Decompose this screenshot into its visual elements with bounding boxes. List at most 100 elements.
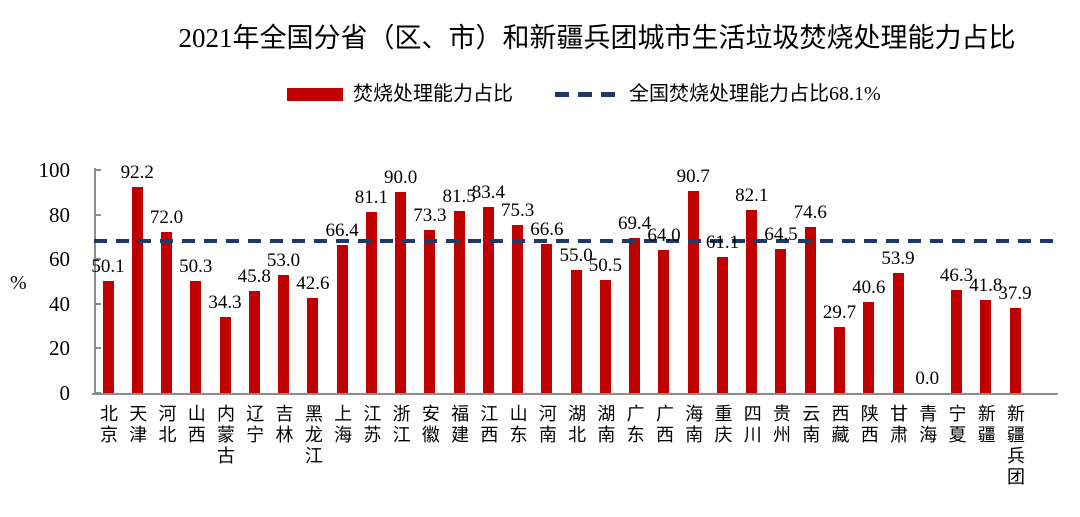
x-axis-label: 天津 <box>127 404 148 446</box>
legend: 焚烧处理能力占比 全国焚烧处理能力占比68.1% <box>287 82 881 106</box>
bar-value-label: 83.4 <box>471 182 505 204</box>
bar-value-label: 29.7 <box>822 301 857 323</box>
bar <box>102 281 114 393</box>
x-axis-label: 北京 <box>98 404 118 446</box>
plot-area: 50.1 92.2 72.0 50.3 34.3 45.8 53.0 42.6 66.4 81.1… <box>91 162 1057 394</box>
bar <box>570 270 582 393</box>
bar-value-label: 50.1 <box>91 256 125 278</box>
y-axis-line <box>94 168 96 395</box>
bar-value-label: 82.1 <box>735 184 769 206</box>
bar <box>161 232 173 393</box>
x-axis-label: 江苏 <box>361 404 382 446</box>
bar <box>980 299 992 393</box>
bar-value-label: 42.6 <box>296 273 330 295</box>
y-axis-unit-label: % <box>10 272 27 294</box>
x-axis-label: 湖北 <box>566 404 587 446</box>
bar-value-label: 90.0 <box>383 167 418 189</box>
bar <box>424 229 436 393</box>
bar <box>482 207 494 393</box>
y-axis-tick-mark <box>94 302 101 305</box>
bar <box>395 192 407 393</box>
y-axis-tick-mark <box>94 169 101 171</box>
x-axis-label: 湖南 <box>595 404 616 446</box>
x-axis-label: 新疆 <box>975 404 996 446</box>
y-axis-tick-mark <box>94 347 101 350</box>
bar <box>307 298 319 393</box>
bar <box>892 272 904 393</box>
bar-value-label: 37.9 <box>998 283 1032 305</box>
bar <box>512 225 524 393</box>
bar-value-label: 34.3 <box>208 291 242 313</box>
legend-line-swatch <box>555 91 619 97</box>
chart-title: 2021年全国分省（区、市）和新疆兵团城市生活垃圾焚烧处理能力占比 <box>178 23 1016 53</box>
x-axis-label: 青海 <box>917 404 938 446</box>
legend-bar-label: 焚烧处理能力占比 <box>353 83 513 105</box>
bar <box>190 280 202 393</box>
bar-value-label: 90.7 <box>676 165 710 187</box>
x-axis-label: 陕西 <box>858 404 879 446</box>
bar <box>834 326 845 393</box>
bar <box>278 274 290 393</box>
x-axis-label: 四川 <box>741 404 762 446</box>
bar-value-label: 64.5 <box>764 224 798 246</box>
x-axis-label: 广西 <box>653 404 674 446</box>
x-axis-label: 海南 <box>683 404 704 446</box>
x-axis-label: 内蒙古 <box>215 404 236 467</box>
bar <box>336 244 348 393</box>
bar-value-label: 53.9 <box>881 247 915 269</box>
y-axis-tick-label: 80 <box>49 202 70 227</box>
bar-value-label: 81.5 <box>442 186 476 208</box>
bar-value-label: 75.3 <box>501 200 535 222</box>
bar <box>541 244 553 393</box>
bar <box>599 280 611 393</box>
reference-line <box>94 239 1057 244</box>
bar-value-label: 46.3 <box>939 264 974 286</box>
x-axis-label: 河南 <box>536 404 557 446</box>
bar <box>248 290 260 393</box>
bar-value-label: 66.6 <box>530 219 564 241</box>
bar <box>951 289 963 393</box>
bar-value-label: 92.2 <box>120 162 154 184</box>
y-axis-tick-label: 20 <box>49 336 70 361</box>
y-axis-tick-label: 60 <box>49 247 70 272</box>
y-axis-tick-mark <box>94 213 101 216</box>
bar-value-label: 73.3 <box>413 204 447 226</box>
bar <box>716 256 728 393</box>
bar-value-label: 50.3 <box>179 255 213 277</box>
bar <box>629 238 641 393</box>
x-axis-label: 山西 <box>185 404 206 446</box>
bar <box>131 187 143 393</box>
bar-value-label: 81.1 <box>354 187 388 209</box>
bar-value-label: 72.0 <box>149 207 184 229</box>
x-axis-label: 辽宁 <box>244 404 265 446</box>
x-axis-label: 甘肃 <box>888 404 909 446</box>
bar-value-label: 53.0 <box>266 249 301 271</box>
bar <box>863 302 875 393</box>
x-axis-label: 重庆 <box>712 404 733 446</box>
legend-bar-swatch <box>287 87 343 101</box>
bar <box>219 316 231 393</box>
bar <box>658 250 670 393</box>
x-axis-label: 贵州 <box>770 404 791 446</box>
x-axis-label: 黑龙江 <box>302 404 323 467</box>
bar <box>804 226 816 393</box>
x-axis-label: 云南 <box>800 404 821 446</box>
x-axis-label: 福建 <box>449 404 470 446</box>
x-axis-label: 广东 <box>624 404 645 446</box>
x-axis-label: 宁夏 <box>946 404 967 446</box>
bar <box>453 211 465 393</box>
y-axis-tick-label: 100 <box>38 158 71 182</box>
x-axis-label: 新疆兵团 <box>1005 404 1026 488</box>
y-axis-tick-labels: 0 20 40 60 80 100 <box>0 158 96 405</box>
bar-value-label: 74.6 <box>793 201 827 223</box>
bar-value-label: 55.0 <box>559 245 593 267</box>
x-axis-label: 安徽 <box>419 404 440 446</box>
bar <box>687 190 699 393</box>
x-axis-label: 浙江 <box>390 404 411 446</box>
bar <box>775 249 787 393</box>
bar-value-label: 45.8 <box>237 265 271 287</box>
x-axis-label: 西藏 <box>829 404 850 446</box>
y-axis-tick-mark <box>94 258 101 261</box>
bar-value-label: 64.0 <box>647 225 681 247</box>
